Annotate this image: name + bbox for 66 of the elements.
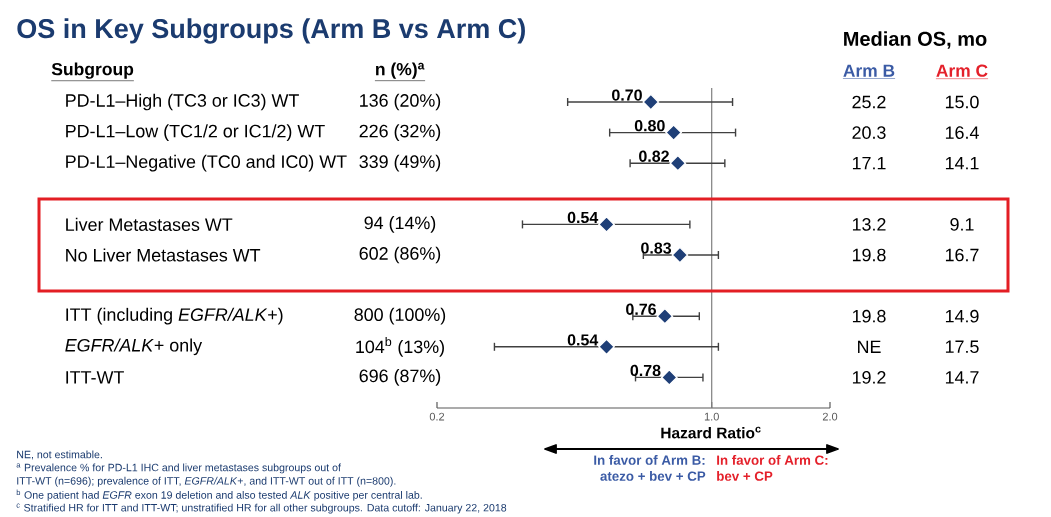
data-label: 0.78 [630, 364, 661, 377]
x-tick-label: 0.2 [429, 412, 445, 421]
text: 94 (14%) [364, 216, 436, 233]
text: 15.0 [945, 95, 979, 109]
point [671, 246, 689, 264]
text: NE, not estimable. [17, 450, 102, 460]
data-label: 0.70 [612, 89, 642, 101]
text: NE [858, 340, 881, 353]
data-label: 0.54 [567, 334, 599, 346]
text: Arm C [936, 64, 988, 77]
text: Subgroup [51, 62, 134, 79]
y-tick-label: EGFR/ALK+ only [65, 338, 203, 356]
x-axis-title: Hazard Ratio$^{c}$ [661, 426, 761, 439]
text: atezo + bev + CP [600, 471, 706, 481]
x-tick-label: 2.0 [822, 412, 838, 421]
text: 17.5 [945, 340, 979, 354]
text: 13.2 [852, 218, 886, 231]
annotation: 136 (20%) [360, 93, 441, 111]
chart-title: OS in Key Subgroups (Arm B vs Arm C) [17, 18, 525, 44]
annotation: 602 (86%) [359, 246, 441, 264]
text: 19.8 [852, 248, 886, 262]
text: 19.8 [852, 309, 886, 323]
point [598, 338, 615, 356]
text: 25.2 [852, 95, 886, 109]
text: 14.1 [945, 157, 979, 170]
text: 19.2 [852, 371, 886, 384]
text: 9.1 [950, 218, 974, 231]
data-label: 0.83 [641, 242, 672, 254]
data-label: 0.76 [626, 303, 657, 315]
text: In favor of Arm C: [717, 455, 828, 465]
text: n (%)$^{a}$ [376, 62, 425, 79]
text: $^{b}$ One patient had EGFR exon 19 deletion and also tested ALK positive per central lab. [16, 489, 422, 501]
text: 16.7 [945, 248, 979, 262]
x-tick-label: 1.0 [704, 412, 719, 421]
annotation: 696 (87%) [359, 369, 441, 386]
annotation: 339 (49%) [359, 154, 441, 172]
point [665, 124, 682, 141]
point [660, 369, 678, 386]
text: Median OS, mo [844, 31, 987, 49]
text: ITT-WT (n=696); prevalence of ITT, EGFR/ALK+, and ITT-WT out of ITT (n=800). [17, 476, 396, 487]
text: $^{a}$ Prevalence % for PD-L1 IHC and liver metastases subgroups out of [16, 463, 341, 474]
y-tick-label: PD-L1–Negative (TC0 and IC0) WT [66, 154, 347, 172]
text: 14.9 [945, 309, 979, 323]
annotation: 800 (100%) [354, 307, 446, 325]
point [669, 154, 687, 172]
y-tick-label: Liver Metastases WT [66, 217, 233, 231]
data-label: 0.82 [639, 150, 669, 162]
text: Arm B [843, 64, 895, 77]
annotation: 104$^{b}$ (13%) [356, 336, 444, 357]
y-tick-label: PD-L1–Low (TC1/2 or IC1/2) WT [66, 124, 325, 141]
text: 17.1 [852, 157, 886, 170]
text: $^{c}$ Stratified HR for ITT and ITT-WT; unstratified HR for all other subgroups. Data cutoff: January 22, 2018 [16, 503, 507, 514]
text: bev + CP [717, 471, 773, 481]
y-tick-label: ITT-WT [66, 371, 124, 384]
point [598, 216, 615, 233]
y-tick-label: ITT (including EGFR/ALK+) [66, 307, 283, 325]
data-label: 0.54 [567, 211, 599, 224]
text: 16.4 [945, 126, 979, 139]
text: In favor of Arm B: [594, 455, 705, 465]
y-tick-label: PD-L1–High (TC3 or IC3) WT [66, 93, 299, 111]
y-tick-label: No Liver Metastases WT [66, 248, 261, 262]
point [656, 307, 674, 325]
text: 20.3 [852, 126, 886, 139]
data-label: 0.80 [634, 120, 665, 132]
text: 14.7 [945, 371, 979, 384]
annotation: 226 (32%) [359, 124, 441, 141]
